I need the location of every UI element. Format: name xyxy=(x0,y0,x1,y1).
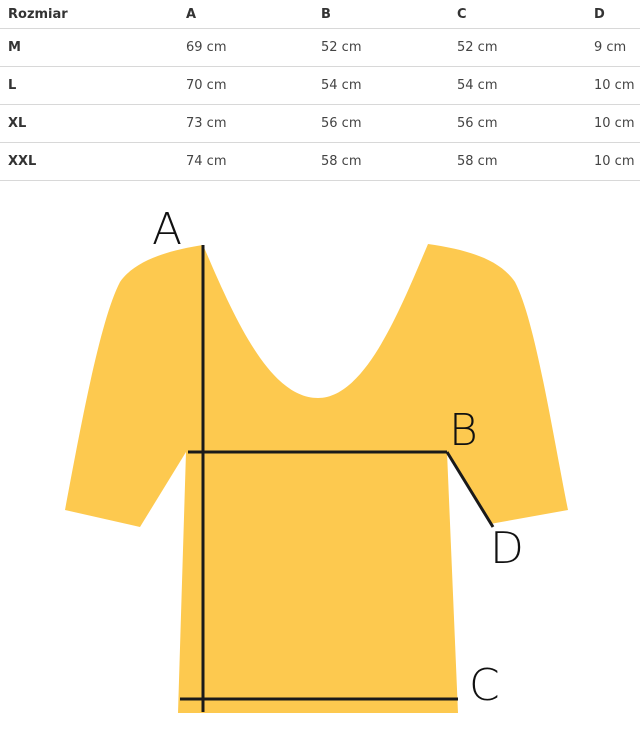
cell-b: 54 cm xyxy=(321,66,457,105)
size-table: Rozmiar A B C D M 69 cm 52 cm 52 cm 9 cm… xyxy=(0,0,640,181)
shirt-shape xyxy=(65,244,568,713)
cell-d: 10 cm xyxy=(594,66,640,105)
cell-b: 52 cm xyxy=(321,28,457,67)
cell-d: 10 cm xyxy=(594,142,640,181)
header-b: B xyxy=(321,0,457,29)
header-d: D xyxy=(594,0,640,29)
cell-c: 56 cm xyxy=(457,104,594,143)
cell-size: L xyxy=(0,66,186,105)
cell-c: 54 cm xyxy=(457,66,594,105)
header-size: Rozmiar xyxy=(0,0,186,29)
measure-line-d xyxy=(445,451,495,528)
label-a: A xyxy=(152,204,182,255)
label-d: D xyxy=(490,523,524,574)
header-a: A xyxy=(186,0,321,29)
table-row: L 70 cm 54 cm 54 cm 10 cm xyxy=(0,66,640,105)
cell-a: 74 cm xyxy=(186,142,321,181)
cell-a: 73 cm xyxy=(186,104,321,143)
cell-b: 58 cm xyxy=(321,142,457,181)
table-row: M 69 cm 52 cm 52 cm 9 cm xyxy=(0,28,640,67)
label-b: B xyxy=(449,405,478,456)
cell-d: 10 cm xyxy=(594,104,640,143)
table-row: XXL 74 cm 58 cm 58 cm 10 cm xyxy=(0,142,640,181)
cell-size: XL xyxy=(0,104,186,143)
cell-size: M xyxy=(0,28,186,67)
cell-c: 58 cm xyxy=(457,142,594,181)
table-row: XL 73 cm 56 cm 56 cm 10 cm xyxy=(0,104,640,143)
cell-b: 56 cm xyxy=(321,104,457,143)
label-c: C xyxy=(469,660,500,711)
header-c: C xyxy=(457,0,594,29)
cell-a: 69 cm xyxy=(186,28,321,67)
cell-a: 70 cm xyxy=(186,66,321,105)
table-header-row: Rozmiar A B C D xyxy=(0,0,640,29)
cell-d: 9 cm xyxy=(594,28,640,67)
cell-c: 52 cm xyxy=(457,28,594,67)
cell-size: XXL xyxy=(0,142,186,181)
